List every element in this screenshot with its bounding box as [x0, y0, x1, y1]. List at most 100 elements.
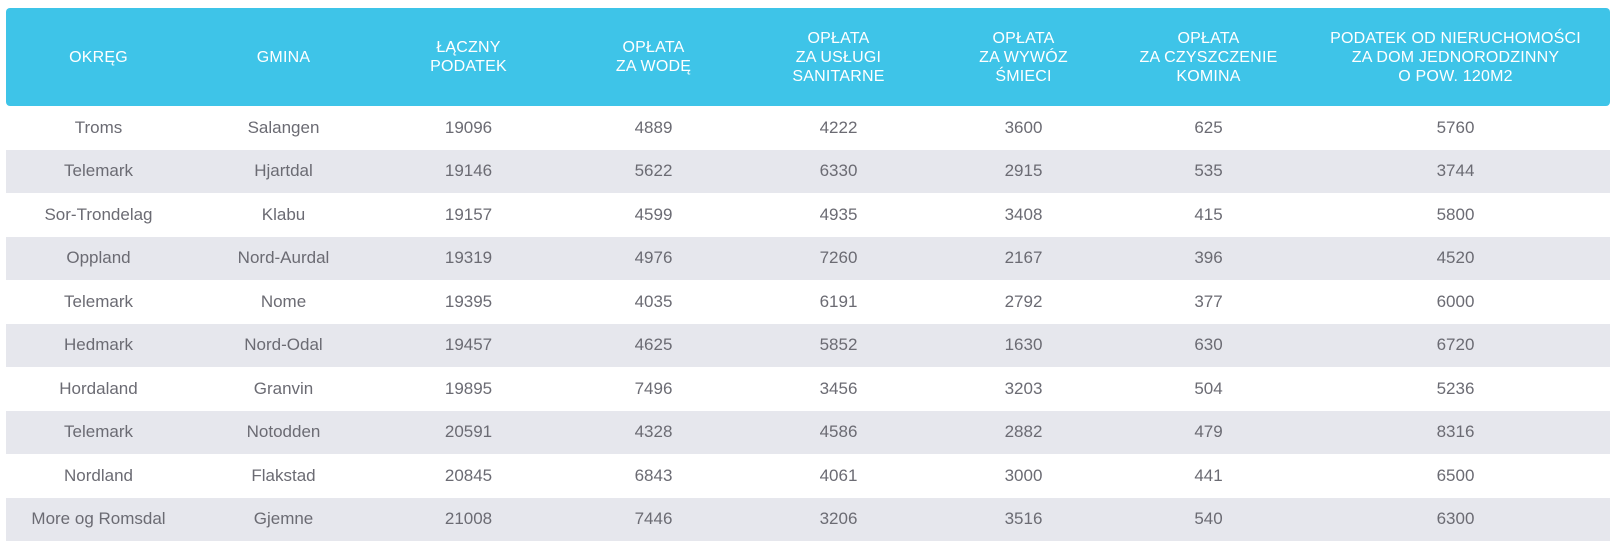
column-header-line: SANITARNE [792, 67, 885, 85]
table-cell: 5800 [1436, 204, 1475, 224]
table-cell: 19096 [444, 117, 493, 137]
column-header-line: OPŁATA [807, 29, 870, 47]
table-row: More og Romsdal Gjemne 21008 7446 3206 3516 54… [6, 497, 1610, 541]
table-cell: 3206 [746, 497, 931, 541]
column-header-line: ZA WYWÓZ [979, 48, 1068, 66]
table-cell: Oppland [6, 236, 191, 280]
table-cell: 479 [1116, 410, 1301, 454]
table-cell: 4520 [1301, 236, 1610, 280]
table-cell: 2167 [931, 236, 1116, 280]
table-cell: 6191 [819, 291, 858, 311]
table-cell: Nord-Aurdal [191, 236, 376, 280]
table-cell: 3516 [931, 497, 1116, 541]
table-cell: 19157 [444, 204, 493, 224]
table-cell: Sor-Trondelag [44, 204, 153, 224]
table-cell: 6500 [1436, 465, 1475, 485]
column-header-line: ŁĄCZNY [436, 39, 501, 56]
table-cell: More og Romsdal [6, 497, 191, 541]
column-header-line: PODATEK OD NIERUCHOMOŚCI [1330, 29, 1581, 47]
table-cell: 6843 [634, 465, 673, 485]
tax-table-container: OKRĘG GMINA ŁĄCZNY PODATEK OPŁATA ZA WODĘ OPŁA… [6, 8, 1610, 541]
column-header: PODATEK OD NIERUCHOMOŚCI ZA DOM JEDNORODZ… [1301, 8, 1610, 106]
table-row: Nordland Flakstad 20845 6843 4061 3000 441 6500 [6, 454, 1610, 498]
table-cell: 5236 [1436, 378, 1475, 398]
table-cell: 19395 [444, 291, 493, 311]
table-cell: 6000 [1436, 291, 1475, 311]
table-cell: 20591 [376, 410, 561, 454]
table-cell: 2915 [931, 149, 1116, 193]
table-cell: Telemark [64, 291, 133, 311]
column-header: OPŁATA ZA WYWÓZ ŚMIECI [931, 8, 1116, 106]
table-cell: Notodden [191, 410, 376, 454]
column-header-line: OPŁATA [992, 29, 1055, 47]
table-cell: Hedmark [6, 323, 191, 367]
tax-table: OKRĘG GMINA ŁĄCZNY PODATEK OPŁATA ZA WODĘ OPŁA… [6, 8, 1610, 541]
table-cell: Klabu [261, 204, 306, 224]
table-cell: 20845 [444, 465, 493, 485]
table-cell: Flakstad [251, 465, 316, 485]
column-header: OKRĘG [6, 8, 191, 106]
column-header: OPŁATA ZA USŁUGI SANITARNE [746, 8, 931, 106]
column-header: ŁĄCZNY PODATEK [376, 8, 561, 106]
table-body: Troms Salangen 19096 4889 4222 3600 625 5760 Tel… [6, 106, 1610, 541]
table-cell: Nordland [64, 465, 133, 485]
table-cell: Nord-Odal [191, 323, 376, 367]
table-cell: 625 [1194, 117, 1223, 137]
table-cell: 7260 [746, 236, 931, 280]
table-row: Telemark Notodden 20591 4328 4586 2882 479 8316 [6, 410, 1610, 454]
table-row: Hordaland Granvin 19895 7496 3456 3203 504 5236 [6, 367, 1610, 411]
column-header: GMINA [191, 8, 376, 106]
table-cell: 2882 [931, 410, 1116, 454]
table-cell: 19319 [376, 236, 561, 280]
table-cell: 19895 [444, 378, 493, 398]
table-cell: 4625 [561, 323, 746, 367]
table-cell: 4222 [819, 117, 858, 137]
column-header-line: PODATEK [430, 58, 507, 75]
table-cell: 3408 [1004, 204, 1043, 224]
table-cell: 4328 [561, 410, 746, 454]
table-cell: 4889 [634, 117, 673, 137]
table-cell: 3000 [1004, 465, 1043, 485]
table-cell: 540 [1116, 497, 1301, 541]
table-row: Telemark Nome 19395 4035 6191 2792 377 6000 [6, 280, 1610, 324]
table-cell: 3744 [1301, 149, 1610, 193]
table-row: Hedmark Nord-Odal 19457 4625 5852 1630 630 6720 [6, 323, 1610, 367]
table-cell: 7446 [561, 497, 746, 541]
table-row: Troms Salangen 19096 4889 4222 3600 625 5760 [6, 106, 1610, 150]
column-header: OPŁATA ZA WODĘ [561, 8, 746, 106]
table-cell: Nome [260, 291, 307, 311]
table-cell: 415 [1194, 204, 1223, 224]
table-cell: 535 [1116, 149, 1301, 193]
table-row: Telemark Hjartdal 19146 5622 6330 2915 535 3744 [6, 149, 1610, 193]
table-cell: Hjartdal [191, 149, 376, 193]
table-cell: 5852 [746, 323, 931, 367]
table-cell: 4935 [819, 204, 858, 224]
table-cell: 3456 [819, 378, 858, 398]
table-cell: 8316 [1301, 410, 1610, 454]
table-cell: 5760 [1436, 117, 1475, 137]
table-cell: 630 [1116, 323, 1301, 367]
column-header-line: ZA DOM JEDNORODZINNY [1351, 48, 1560, 66]
table-cell: 6720 [1301, 323, 1610, 367]
table-cell: 441 [1194, 465, 1223, 485]
table-cell: 6300 [1301, 497, 1610, 541]
table-cell: 21008 [376, 497, 561, 541]
table-cell: 5622 [561, 149, 746, 193]
table-cell: Granvin [253, 378, 314, 398]
table-cell: 377 [1194, 291, 1223, 311]
column-header-line: GMINA [256, 48, 311, 66]
table-cell: 4976 [561, 236, 746, 280]
table-row: Oppland Nord-Aurdal 19319 4976 7260 2167 396 45… [6, 236, 1610, 280]
column-header-line: OKRĘG [69, 48, 128, 66]
table-cell: Hordaland [59, 378, 138, 398]
table-cell: 396 [1116, 236, 1301, 280]
table-cell: Salangen [247, 117, 320, 137]
table-cell: 19457 [376, 323, 561, 367]
column-header-line: OPŁATA [1177, 29, 1240, 47]
table-cell: 1630 [931, 323, 1116, 367]
table-cell: 2792 [1004, 291, 1043, 311]
table-cell: Gjemne [191, 497, 376, 541]
table-cell: 19146 [376, 149, 561, 193]
table-cell: 4599 [634, 204, 673, 224]
table-cell: Telemark [6, 149, 191, 193]
